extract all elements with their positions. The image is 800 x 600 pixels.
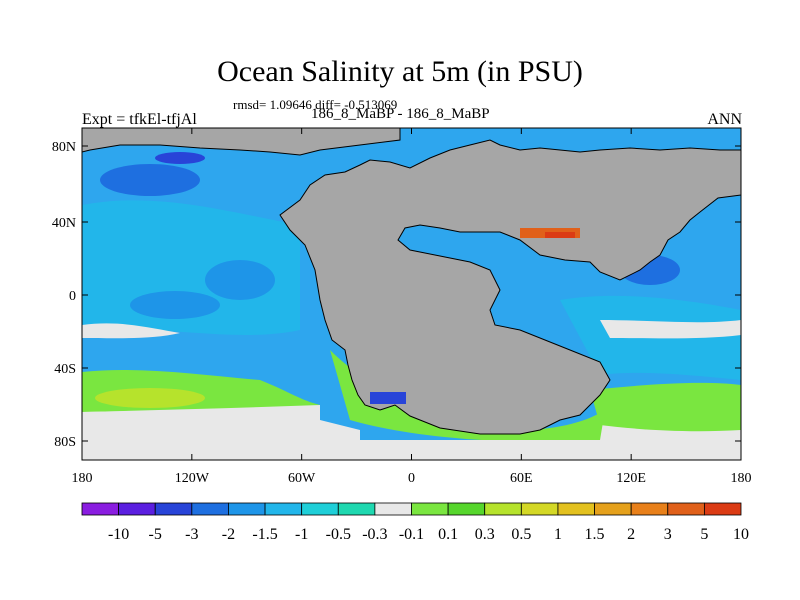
map-field	[82, 128, 741, 460]
x-tick-label: 120E	[616, 471, 646, 486]
x-tick-label: 60E	[510, 471, 533, 486]
colorbar-label: 0.1	[438, 526, 458, 543]
colorbar-swatch	[81, 502, 120, 516]
y-tick-label: 40S	[54, 362, 76, 377]
colorbar-swatch	[667, 502, 705, 516]
colorbar-swatch	[228, 502, 266, 516]
x-tick-label: 180	[72, 471, 93, 486]
positive-band	[95, 388, 205, 408]
ocean-patch	[370, 392, 406, 404]
colorbar-swatch	[703, 502, 742, 516]
plot-title: Ocean Salinity at 5m (in PSU)	[217, 55, 583, 88]
difference-experiment-label: 186_8_MaBP - 186_8_MaBP	[311, 106, 490, 122]
y-tick-label: 80N	[52, 140, 76, 155]
colorbar-swatch	[337, 502, 376, 516]
x-axis: 180 120W 60W 0 60E 120E 180	[72, 128, 752, 486]
colorbar-swatch	[411, 502, 449, 516]
colorbar-label: -10	[108, 526, 129, 543]
colorbar-swatch	[118, 502, 156, 516]
colorbar-swatch	[301, 502, 339, 516]
colorbar: -10 -5 -3 -2 -1.5 -1 -0.5 -0.3 -0.1 0.1 0.3 0.5 1 1.5…	[81, 502, 749, 543]
y-tick-label: 40N	[52, 216, 76, 231]
land-greenland	[82, 128, 401, 156]
near-zero-band	[82, 323, 180, 339]
ocean-patch	[100, 164, 200, 196]
colorbar-label: -0.3	[362, 526, 387, 543]
ocean-patch	[205, 260, 275, 300]
colorbar-swatch	[191, 502, 229, 516]
colorbar-label: 1	[554, 526, 562, 543]
positive-band	[590, 382, 741, 432]
colorbar-label: 3	[664, 526, 672, 543]
colorbar-label: 10	[733, 526, 749, 543]
colorbar-label: -3	[185, 526, 198, 543]
colorbar-swatch	[154, 502, 193, 516]
ocean-patch	[130, 291, 220, 319]
colorbar-label: -2	[222, 526, 235, 543]
colorbar-swatch	[374, 502, 412, 516]
colorbar-swatch	[520, 502, 559, 516]
colorbar-swatch	[484, 502, 522, 516]
colorbar-label: -0.1	[399, 526, 424, 543]
y-tick-label: 80S	[54, 435, 76, 450]
x-tick-label: 180	[731, 471, 752, 486]
colorbar-swatch	[447, 502, 486, 516]
near-zero-band	[82, 440, 741, 460]
land-main	[82, 128, 741, 435]
positive-hotspot	[545, 232, 575, 238]
colorbar-label: 0.3	[475, 526, 495, 543]
colorbar-label: 0.5	[511, 526, 531, 543]
colorbar-swatch	[630, 502, 669, 516]
colorbar-label: -1	[295, 526, 308, 543]
colorbar-label: -0.5	[326, 526, 351, 543]
positive-band	[330, 350, 605, 442]
colorbar-label: -5	[149, 526, 162, 543]
x-tick-label: 0	[408, 471, 415, 486]
ocean-patch	[155, 152, 205, 164]
colorbar-label: 5	[700, 526, 708, 543]
experiment-label: Expt = tfkEl-tfjAl	[82, 111, 197, 128]
colorbar-label: 2	[627, 526, 635, 543]
near-zero-band	[600, 320, 741, 339]
colorbar-swatch	[264, 502, 303, 516]
colorbar-label: -1.5	[252, 526, 277, 543]
season-label: ANN	[707, 111, 742, 128]
y-axis: 80N 40N 0 40S 80S	[52, 140, 741, 450]
colorbar-swatch	[594, 502, 632, 516]
stats-label: rmsd= 1.09646 diff= -0.513069	[233, 97, 398, 112]
colorbar-label: 1.5	[585, 526, 605, 543]
colorbar-swatch	[557, 502, 595, 516]
x-tick-label: 60W	[288, 471, 316, 486]
x-tick-label: 120W	[175, 471, 210, 486]
y-tick-label: 0	[69, 289, 76, 304]
